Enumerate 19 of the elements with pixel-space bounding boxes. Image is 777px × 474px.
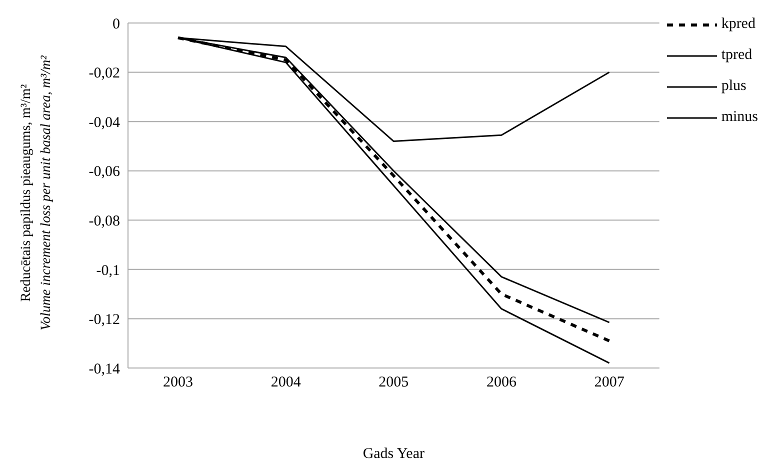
x-tick-label: 2007 (594, 374, 625, 391)
y-tick-label: -0,04 (88, 114, 120, 131)
y-axis-title: Reducētais papildus pieaugums, m³/m² Volume increment loss per unit basal area, m³/m² (19, 54, 54, 330)
legend-label: tpred (721, 47, 752, 64)
y-tick-label: 0 (112, 16, 120, 32)
y-tick-label: -0,1 (96, 262, 120, 279)
y-tick-label: -0,06 (88, 164, 120, 180)
legend-label: plus (721, 78, 746, 95)
y-tick-label: -0,14 (88, 361, 120, 378)
y-tick-label: -0,12 (88, 312, 120, 328)
y-tick-label: -0,08 (88, 213, 120, 230)
x-tick-label: 2003 (163, 374, 193, 391)
legend-label: minus (721, 109, 758, 126)
x-tick-label: 2005 (378, 374, 409, 391)
x-tick-label: 2006 (486, 374, 517, 391)
x-axis-title: Gads Year (362, 446, 424, 462)
x-tick-label: 2004 (270, 374, 302, 391)
legend-label: kpred (721, 16, 756, 33)
y-tick-label: -0,02 (88, 66, 120, 82)
